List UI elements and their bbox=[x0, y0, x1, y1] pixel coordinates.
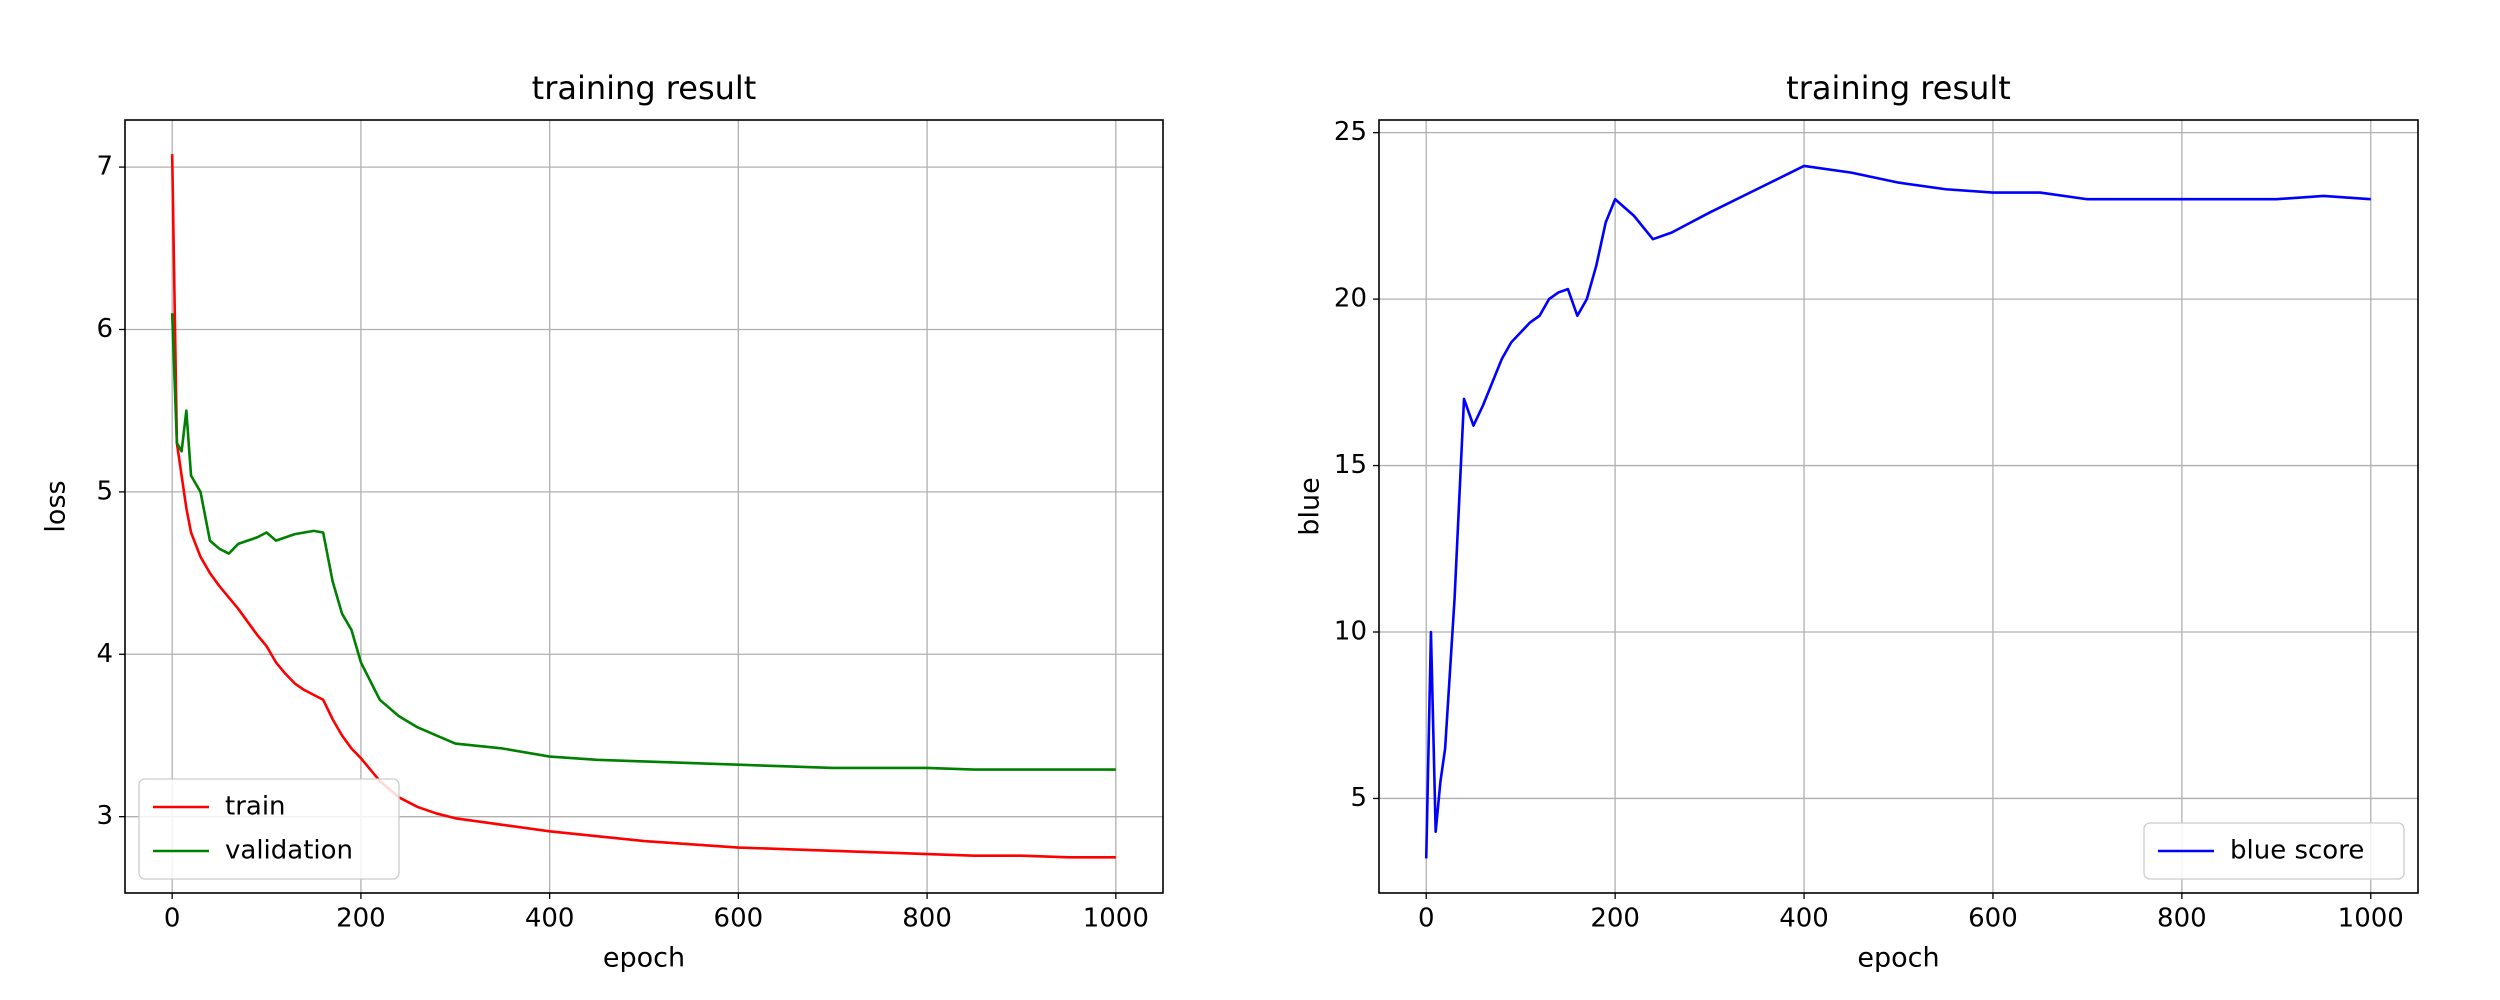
y-tick-label: 20 bbox=[1334, 284, 1367, 314]
x-axis-label: epoch bbox=[1857, 943, 1939, 974]
legend-label: validation bbox=[225, 836, 353, 866]
chart-title: training result bbox=[532, 69, 757, 107]
x-tick-label: 800 bbox=[902, 904, 952, 934]
x-tick-label: 200 bbox=[1590, 904, 1640, 934]
y-tick-label: 5 bbox=[1350, 783, 1367, 813]
y-tick-label: 15 bbox=[1334, 450, 1367, 480]
y-tick-label: 4 bbox=[96, 639, 113, 669]
legend-label: blue score bbox=[2230, 836, 2364, 866]
x-tick-label: 200 bbox=[336, 904, 386, 934]
x-tick-label: 400 bbox=[525, 904, 575, 934]
x-tick-label: 600 bbox=[1968, 904, 2018, 934]
x-tick-label: 1000 bbox=[2338, 904, 2404, 934]
line bbox=[170, 313, 1116, 771]
y-tick-label: 7 bbox=[96, 152, 113, 182]
y-axis-label: blue bbox=[1295, 477, 1326, 535]
x-tick-label: 1000 bbox=[1083, 904, 1149, 934]
legend-box bbox=[138, 778, 400, 880]
x-tick-label: 400 bbox=[1779, 904, 1829, 934]
chart-title: training result bbox=[1786, 69, 2011, 107]
y-tick-label: 3 bbox=[96, 801, 113, 831]
x-tick-label: 800 bbox=[2157, 904, 2207, 934]
y-tick-label: 25 bbox=[1334, 117, 1367, 147]
x-tick-label: 0 bbox=[164, 904, 181, 934]
x-tick-label: 0 bbox=[1418, 904, 1435, 934]
line bbox=[1424, 164, 2371, 859]
legend-label: train bbox=[225, 792, 286, 822]
y-tick-label: 10 bbox=[1334, 617, 1367, 647]
plot-frame bbox=[124, 119, 1164, 894]
legend-box bbox=[2143, 822, 2405, 880]
x-tick-label: 600 bbox=[714, 904, 764, 934]
plot-frame bbox=[1378, 119, 2419, 894]
y-tick-label: 6 bbox=[96, 314, 113, 344]
y-axis-label: loss bbox=[41, 480, 72, 532]
x-axis-label: epoch bbox=[603, 943, 685, 974]
y-tick-label: 5 bbox=[96, 476, 113, 506]
line bbox=[170, 154, 1116, 859]
